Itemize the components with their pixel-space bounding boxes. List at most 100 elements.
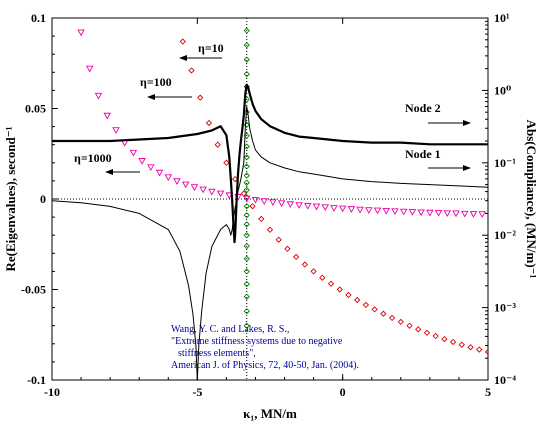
y-tick-label: 0 xyxy=(40,192,46,206)
data-point xyxy=(415,326,422,333)
data-point xyxy=(275,236,282,243)
data-point xyxy=(173,178,181,185)
data-point xyxy=(467,344,474,351)
x-axis-label: κ₁, MN/m xyxy=(243,406,297,421)
data-point xyxy=(452,210,460,218)
series-line-node-1 xyxy=(52,106,488,380)
data-point xyxy=(251,196,260,204)
axis-ticks: -10 -5 0 5 0.1 0.05 0 -0.05 -0.1 10¹ 10⁰ 10⁻¹ 10⁻² 10… xyxy=(21,11,516,399)
data-point xyxy=(330,205,338,212)
data-point xyxy=(243,42,250,49)
data-point xyxy=(197,94,204,101)
data-point xyxy=(243,56,250,63)
data-point xyxy=(205,119,213,127)
citation-line-3: stiffness elements", xyxy=(178,348,256,359)
data-point xyxy=(347,206,356,213)
data-point xyxy=(243,27,250,34)
data-point xyxy=(310,268,317,275)
data-point xyxy=(304,202,312,210)
data-point xyxy=(243,293,250,300)
x-tick-label: 5 xyxy=(485,385,491,399)
y-tick-label: -0.05 xyxy=(21,283,46,297)
data-point xyxy=(179,38,186,45)
x-tick-label: -5 xyxy=(192,385,202,399)
data-point xyxy=(243,154,250,161)
data-point xyxy=(362,301,370,309)
data-point xyxy=(408,209,417,216)
data-point xyxy=(243,221,250,228)
data-point xyxy=(243,172,250,179)
data-point xyxy=(243,242,250,250)
annotation-eta-100: η=100 xyxy=(140,75,172,89)
data-point xyxy=(86,65,94,73)
y-tick-label: -0.1 xyxy=(27,373,46,387)
data-point xyxy=(373,207,382,215)
y2-tick-label: 10⁻¹ xyxy=(494,156,516,170)
data-point xyxy=(365,207,373,214)
data-point xyxy=(312,203,321,211)
citation-block: Wang, Y. C. and Lakes, R. S., "Extreme s… xyxy=(171,324,359,371)
data-point xyxy=(284,245,291,252)
data-point xyxy=(449,338,457,346)
data-point xyxy=(269,199,277,206)
data-point xyxy=(327,280,335,287)
annotation-eta-10: η=10 xyxy=(198,41,224,55)
annotation-eta-1000: η=1000 xyxy=(74,151,112,165)
y2-tick-label: 10⁻⁴ xyxy=(494,373,516,387)
data-point xyxy=(406,322,413,329)
series-line-node-2 xyxy=(52,83,488,244)
data-point xyxy=(103,112,111,120)
annotation-node-1: Node 1 xyxy=(405,147,441,161)
data-point xyxy=(478,211,486,218)
data-point xyxy=(458,341,465,348)
data-point xyxy=(249,203,256,210)
data-point xyxy=(208,188,216,196)
data-point xyxy=(190,184,199,191)
data-point xyxy=(319,274,326,281)
data-point xyxy=(417,209,425,217)
data-point xyxy=(432,332,439,340)
series--10 xyxy=(243,27,250,329)
data-point xyxy=(399,208,408,216)
data-point xyxy=(382,207,391,215)
data-point xyxy=(243,212,250,219)
data-point xyxy=(391,208,399,216)
data-point xyxy=(129,149,138,157)
data-point xyxy=(94,92,103,100)
data-point xyxy=(277,200,286,208)
data-point xyxy=(243,143,250,150)
data-point xyxy=(441,335,448,343)
data-point xyxy=(397,318,404,326)
data-point xyxy=(443,210,452,218)
data-point xyxy=(243,255,250,262)
citation-line-4: American J. of Physics, 72, 40-50, Jan. … xyxy=(171,360,359,371)
data-point xyxy=(301,261,309,268)
y2-axis-label: Abs(Compliance), (MN/m)⁻¹ xyxy=(524,120,539,279)
data-point xyxy=(476,346,483,353)
series--1000 xyxy=(77,29,486,218)
data-point xyxy=(295,202,303,209)
data-point xyxy=(155,169,164,177)
x-tick-label: 0 xyxy=(340,385,346,399)
data-point xyxy=(371,306,378,313)
data-point xyxy=(484,348,488,356)
data-point xyxy=(112,127,120,134)
data-point xyxy=(77,29,85,37)
data-point xyxy=(138,158,146,165)
data-point xyxy=(260,198,268,205)
data-point xyxy=(188,67,195,74)
data-point xyxy=(354,296,361,304)
y-tick-label: 0.1 xyxy=(31,11,46,25)
data-point xyxy=(356,206,364,214)
y-tick-label: 0.05 xyxy=(25,102,46,116)
data-point xyxy=(336,286,343,293)
data-point xyxy=(423,329,431,336)
data-point xyxy=(243,203,250,210)
y-axis-label: Re(Eigenvalues), second⁻¹ xyxy=(3,126,18,271)
data-point xyxy=(266,226,274,233)
data-point xyxy=(388,314,396,322)
data-point xyxy=(242,195,251,203)
data-point xyxy=(243,163,250,170)
data-point xyxy=(321,204,329,212)
